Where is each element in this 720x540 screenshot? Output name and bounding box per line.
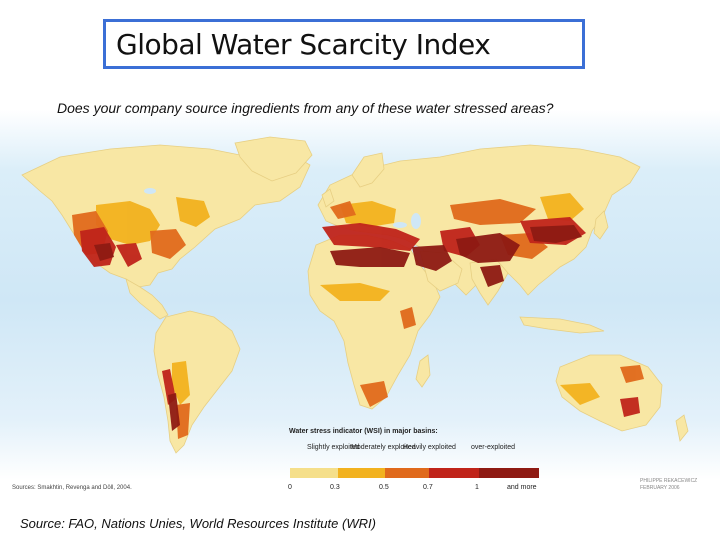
map-source: Sources: Smakhtin, Revenga and Döll, 200…	[12, 485, 132, 491]
legend-swatch-extreme	[479, 468, 539, 478]
greenland	[234, 136, 313, 182]
legend-label-slight: Slightly exploited	[307, 444, 360, 451]
title-box: Global Water Scarcity Index	[103, 19, 585, 69]
madagascar	[415, 354, 431, 388]
japan	[593, 210, 609, 240]
legend-swatch-over	[429, 468, 479, 478]
scandinavia	[351, 152, 385, 188]
legend-swatch-slight	[290, 468, 338, 478]
extreme-stress-areas	[94, 225, 582, 431]
legend-tick-5: and more	[507, 484, 537, 491]
legend-tick-2: 0.5	[379, 484, 389, 491]
page-title: Global Water Scarcity Index	[116, 28, 491, 61]
legend-label-moderate: Moderately exploited	[351, 444, 416, 451]
legend-swatch-heavy	[385, 468, 429, 478]
world-water-stress-map	[21, 136, 689, 454]
legend-tick-1: 0.3	[330, 484, 340, 491]
legend-tick-3: 0.7	[423, 484, 433, 491]
legend-title: Water stress indicator (WSI) in major ba…	[289, 428, 438, 435]
new-zealand	[675, 414, 689, 442]
legend-tick-4: 1	[475, 484, 479, 491]
source-caption: Source: FAO, Nations Unies, World Resour…	[20, 516, 376, 531]
map-credit: PHILIPPE REKACEWICZ FEBRUARY 2006	[640, 478, 698, 491]
legend: Water stress indicator (WSI) in major ba…	[285, 428, 555, 494]
central-america	[125, 278, 169, 320]
moderate-stress-areas	[96, 193, 600, 405]
legend-tick-0: 0	[288, 484, 292, 491]
legend-label-heavy: Heavily exploited	[403, 444, 456, 451]
britain	[321, 188, 335, 208]
legend-label-over: over-exploited	[471, 444, 515, 451]
inland-water	[144, 188, 421, 229]
legend-swatch-moderate	[338, 468, 385, 478]
indonesia	[519, 316, 605, 334]
subtitle: Does your company source ingredients fro…	[57, 100, 554, 116]
